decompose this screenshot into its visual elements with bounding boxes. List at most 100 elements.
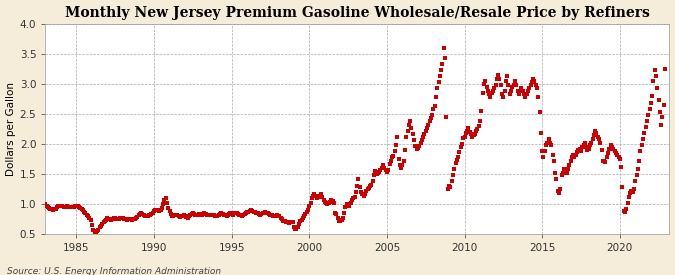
Point	[253, 212, 264, 216]
Point	[415, 140, 426, 145]
Point	[445, 185, 456, 189]
Point	[480, 78, 491, 83]
Point	[72, 204, 83, 208]
Point	[265, 213, 276, 217]
Point	[215, 212, 225, 216]
Point	[102, 216, 113, 221]
Point	[330, 211, 341, 215]
Point	[273, 214, 284, 218]
Point	[494, 77, 505, 81]
Point	[538, 155, 549, 159]
Point	[281, 220, 292, 224]
Point	[495, 82, 506, 87]
Point	[154, 209, 165, 213]
Point	[147, 211, 158, 215]
Point	[462, 128, 472, 133]
Point	[199, 211, 210, 216]
Point	[379, 166, 389, 170]
Point	[582, 148, 593, 152]
Point	[175, 215, 186, 219]
Point	[317, 195, 327, 199]
Point	[313, 195, 324, 199]
Point	[158, 202, 169, 206]
Point	[188, 211, 198, 216]
Point	[45, 207, 56, 211]
Point	[113, 217, 124, 221]
Point	[80, 211, 91, 216]
Point	[315, 194, 325, 198]
Point	[155, 208, 166, 213]
Point	[322, 202, 333, 207]
Point	[573, 148, 584, 152]
Point	[41, 204, 52, 208]
Point	[370, 169, 381, 173]
Point	[507, 84, 518, 89]
Point	[594, 137, 605, 141]
Point	[437, 62, 448, 67]
Point	[607, 145, 618, 149]
Point	[141, 214, 152, 219]
Point	[306, 196, 317, 200]
Point	[597, 158, 608, 163]
Point	[649, 68, 660, 73]
Point	[552, 188, 563, 193]
Point	[113, 217, 124, 222]
Point	[517, 89, 528, 93]
Point	[185, 213, 196, 218]
Point	[86, 223, 97, 227]
Point	[406, 126, 417, 130]
Point	[292, 225, 303, 230]
Point	[572, 149, 583, 154]
Point	[524, 86, 535, 91]
Point	[554, 191, 564, 195]
Point	[366, 182, 377, 187]
Point	[225, 211, 236, 216]
Point	[269, 214, 279, 219]
Point	[275, 216, 286, 220]
Point	[117, 216, 128, 221]
Point	[408, 137, 419, 142]
Point	[176, 214, 186, 219]
Point	[244, 209, 255, 213]
Point	[546, 143, 557, 147]
Point	[556, 173, 567, 177]
Point	[521, 92, 532, 97]
Point	[419, 131, 430, 136]
Point	[387, 155, 398, 159]
Point	[449, 167, 460, 171]
Point	[491, 77, 502, 81]
Point	[476, 108, 487, 113]
Point	[643, 113, 653, 117]
Point	[464, 130, 475, 134]
Point	[614, 156, 625, 161]
Point	[51, 207, 61, 211]
Point	[637, 143, 647, 147]
Point	[92, 229, 103, 233]
Point	[151, 208, 162, 212]
Point	[528, 77, 539, 81]
Point	[427, 113, 437, 117]
Point	[260, 210, 271, 214]
Point	[620, 210, 630, 214]
Point	[560, 169, 571, 173]
Point	[545, 140, 556, 145]
Point	[613, 155, 624, 159]
Point	[350, 190, 361, 194]
Point	[226, 212, 237, 216]
Point	[570, 152, 581, 157]
Point	[515, 89, 526, 93]
Point	[159, 197, 170, 202]
Point	[239, 212, 250, 216]
Point	[220, 213, 231, 218]
Point	[638, 137, 649, 141]
Point	[377, 163, 388, 167]
Point	[404, 122, 414, 127]
Point	[658, 103, 669, 107]
Point	[441, 114, 452, 119]
Point	[630, 179, 641, 183]
Point	[291, 227, 302, 231]
Point	[349, 194, 360, 199]
Point	[625, 191, 636, 195]
Point	[585, 143, 595, 147]
Text: Source: U.S. Energy Information Administration: Source: U.S. Energy Information Administ…	[7, 267, 221, 275]
